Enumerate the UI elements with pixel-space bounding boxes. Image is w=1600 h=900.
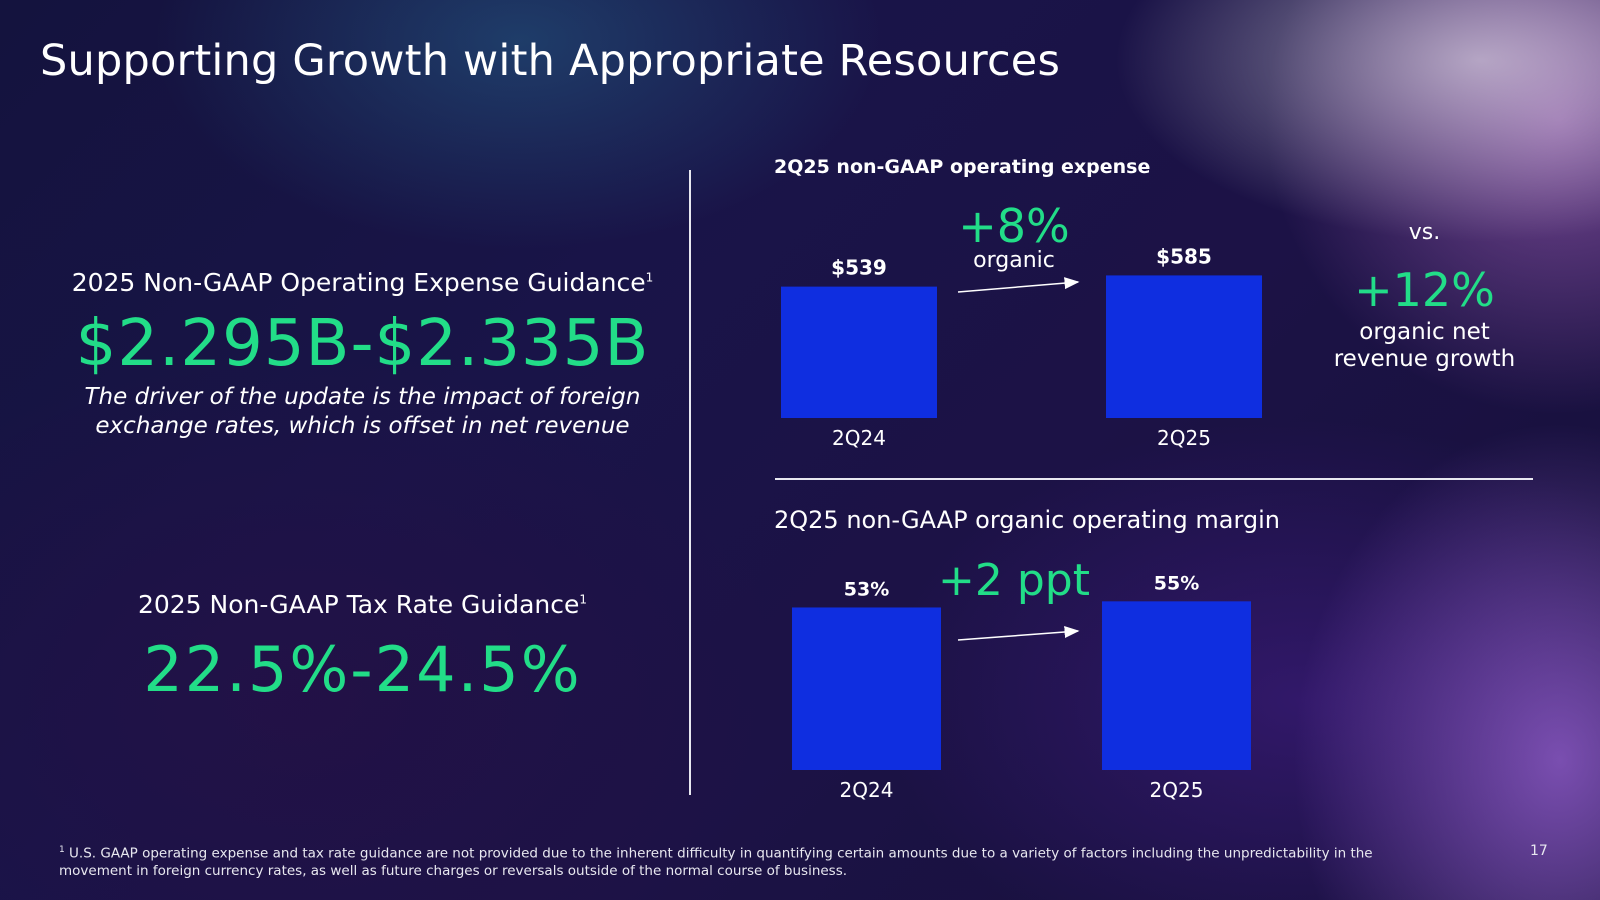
margin-bar-2q25 [1102, 601, 1251, 770]
page-number: 17 [1530, 843, 1548, 859]
opex-chart: $539 $585 2Q24 2Q25 +8% organic [781, 199, 1262, 450]
revenue-growth-desc: organic net revenue growth [1322, 319, 1527, 373]
margin-data-label-2q25: 55% [1154, 572, 1199, 594]
margin-chart-title: 2Q25 non-GAAP organic operating margin [774, 506, 1281, 534]
opex-bar-2q25 [1106, 275, 1262, 418]
margin-category-2q25: 2Q25 [1150, 778, 1204, 802]
tax-guidance-block: 2025 Non-GAAP Tax Rate Guidance1 22.5%-2… [40, 590, 685, 706]
margin-chart: 53% 55% 2Q24 2Q25 +2 ppt [792, 555, 1251, 802]
guidance-note-line1: The driver of the update is the impact o… [84, 384, 641, 410]
footnote: 1 U.S. GAAP operating expense and tax ra… [59, 842, 1439, 880]
tax-guidance-value: 22.5%-24.5% [143, 633, 582, 706]
opex-category-2q24: 2Q24 [832, 426, 886, 450]
tax-footnote-mark: 1 [579, 592, 588, 607]
revenue-comparison-block: vs. +12% organic net revenue growth [1322, 220, 1527, 373]
opex-data-label-2q24: $539 [831, 256, 887, 280]
opex-category-2q25: 2Q25 [1157, 426, 1211, 450]
opex-bar-2q24 [781, 286, 937, 418]
margin-category-2q24: 2Q24 [840, 778, 894, 802]
opex-footnote-mark: 1 [645, 270, 654, 285]
opex-guidance-value: $2.295B-$2.335B [75, 307, 650, 381]
vs-label: vs. [1408, 220, 1441, 245]
vertical-divider [689, 170, 691, 795]
opex-guidance-label: 2025 Non-GAAP Operating Expense Guidance… [40, 268, 685, 297]
revenue-growth-desc-line2: revenue growth [1333, 346, 1516, 372]
tax-guidance-label: 2025 Non-GAAP Tax Rate Guidance1 [40, 590, 685, 619]
opex-growth-value: +8% [958, 199, 1070, 253]
opex-data-label-2q25: $585 [1156, 244, 1212, 268]
footnote-text: U.S. GAAP operating expense and tax rate… [59, 845, 1373, 879]
margin-growth-arrow [957, 626, 1080, 641]
guidance-note: The driver of the update is the impact o… [40, 383, 685, 441]
margin-growth-value: +2 ppt [938, 555, 1090, 606]
margin-data-label-2q24: 53% [844, 578, 889, 600]
guidance-note-line2: exchange rates, which is offset in net r… [95, 413, 630, 439]
slide-title: Supporting Growth with Appropriate Resou… [40, 36, 1061, 86]
footnote-mark: 1 [59, 845, 65, 855]
margin-bar-2q24 [792, 607, 941, 770]
tax-guidance-label-text: 2025 Non-GAAP Tax Rate Guidance [137, 590, 580, 619]
opex-chart-title: 2Q25 non-GAAP operating expense [774, 156, 1151, 178]
opex-guidance-label-text: 2025 Non-GAAP Operating Expense Guidance [71, 268, 646, 297]
opex-growth-arrow [957, 277, 1080, 293]
revenue-growth-desc-line1: organic net [1359, 319, 1490, 345]
opex-growth-sub: organic [973, 248, 1055, 273]
opex-guidance-block: 2025 Non-GAAP Operating Expense Guidance… [40, 268, 685, 441]
horizontal-divider [775, 478, 1533, 480]
revenue-growth-value: +12% [1354, 263, 1495, 317]
